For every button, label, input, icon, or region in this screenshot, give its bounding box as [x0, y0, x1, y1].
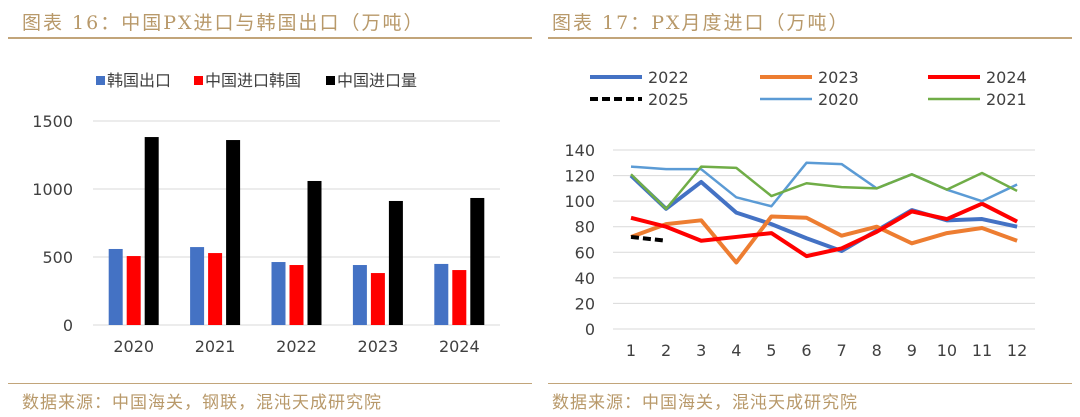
y-tick-label: 0: [63, 316, 73, 335]
left-footer-rule: [8, 383, 532, 384]
x-tick-label: 2024: [439, 337, 480, 356]
y-tick-label: 0: [585, 320, 595, 339]
legend-label: 2020: [818, 90, 859, 109]
left-chart-title: 图表 16：中国PX进口与韩国出口（万吨）: [22, 12, 425, 34]
x-tick-label: 10: [937, 341, 957, 360]
bar-韩国出口-2022: [271, 262, 286, 325]
bar-中国进口量-2020: [144, 137, 159, 325]
line-2022: [629, 174, 1018, 254]
bar-韩国出口-2023: [352, 265, 367, 325]
bar-中国进口韩国-2024: [452, 270, 467, 325]
right-footer-rule: [548, 383, 1072, 384]
y-tick-label: 100: [564, 192, 595, 211]
y-tick-label: 60: [575, 243, 595, 262]
legend-label: 韩国出口: [107, 71, 171, 90]
bar-中国进口韩国-2023: [370, 273, 385, 325]
legend-swatch: [96, 76, 105, 85]
right-source: 数据来源：中国海关，混沌天成研究院: [552, 393, 858, 413]
x-tick-label: 6: [801, 341, 811, 360]
x-tick-label: 8: [872, 341, 882, 360]
legend-label: 2021: [986, 90, 1027, 109]
bar-中国进口量-2022: [307, 180, 322, 325]
y-tick-label: 20: [575, 294, 595, 313]
y-tick-label: 40: [575, 269, 595, 288]
right-chart-title: 图表 17：PX月度进口（万吨）: [552, 12, 850, 34]
x-tick-label: 11: [972, 341, 992, 360]
legend-label: 2022: [648, 68, 689, 87]
bar-韩国出口-2020: [108, 248, 123, 325]
bar-中国进口韩国-2022: [289, 265, 304, 325]
x-tick-label: 7: [837, 341, 847, 360]
legend-label: 2025: [648, 90, 689, 109]
x-tick-label: 2022: [276, 337, 317, 356]
line-2025: [630, 234, 667, 243]
y-tick-label: 80: [575, 218, 595, 237]
right-title-rule: [548, 37, 1072, 39]
bar-中国进口量-2021: [226, 140, 241, 325]
legend-label: 2024: [986, 68, 1027, 87]
line-2020: [630, 161, 1018, 208]
x-tick-label: 4: [731, 341, 741, 360]
x-tick-label: 5: [766, 341, 776, 360]
left-title-rule: [8, 37, 532, 39]
y-tick-label: 120: [564, 167, 595, 186]
x-tick-label: 2023: [358, 337, 399, 356]
legend-label: 中国进口韩国: [205, 71, 301, 90]
bar-韩国出口-2021: [190, 247, 205, 325]
legend-swatch: [326, 76, 335, 85]
x-tick-label: 2020: [113, 337, 154, 356]
y-tick-label: 140: [564, 141, 595, 160]
line-2021: [630, 165, 1018, 211]
bar-中国进口韩国-2021: [208, 253, 223, 325]
line-2023: [630, 214, 1018, 265]
legend-label: 2023: [818, 68, 859, 87]
y-tick-label: 1000: [32, 180, 73, 199]
line-2024: [630, 201, 1019, 259]
x-tick-label: 9: [907, 341, 917, 360]
x-tick-label: 3: [696, 341, 706, 360]
x-tick-label: 1: [626, 341, 636, 360]
bar-韩国出口-2024: [434, 263, 449, 325]
y-tick-label: 500: [42, 248, 73, 267]
bar-中国进口量-2023: [388, 200, 403, 325]
legend-label: 中国进口量: [337, 71, 417, 90]
x-tick-label: 12: [1007, 341, 1027, 360]
x-tick-label: 2021: [195, 337, 236, 356]
y-tick-label: 1500: [32, 112, 73, 131]
legend-swatch: [194, 76, 203, 85]
x-tick-label: 2: [661, 341, 671, 360]
bar-中国进口量-2024: [470, 197, 485, 325]
left-source: 数据来源：中国海关，钢联，混沌天成研究院: [22, 393, 382, 413]
bar-中国进口韩国-2020: [126, 256, 141, 325]
